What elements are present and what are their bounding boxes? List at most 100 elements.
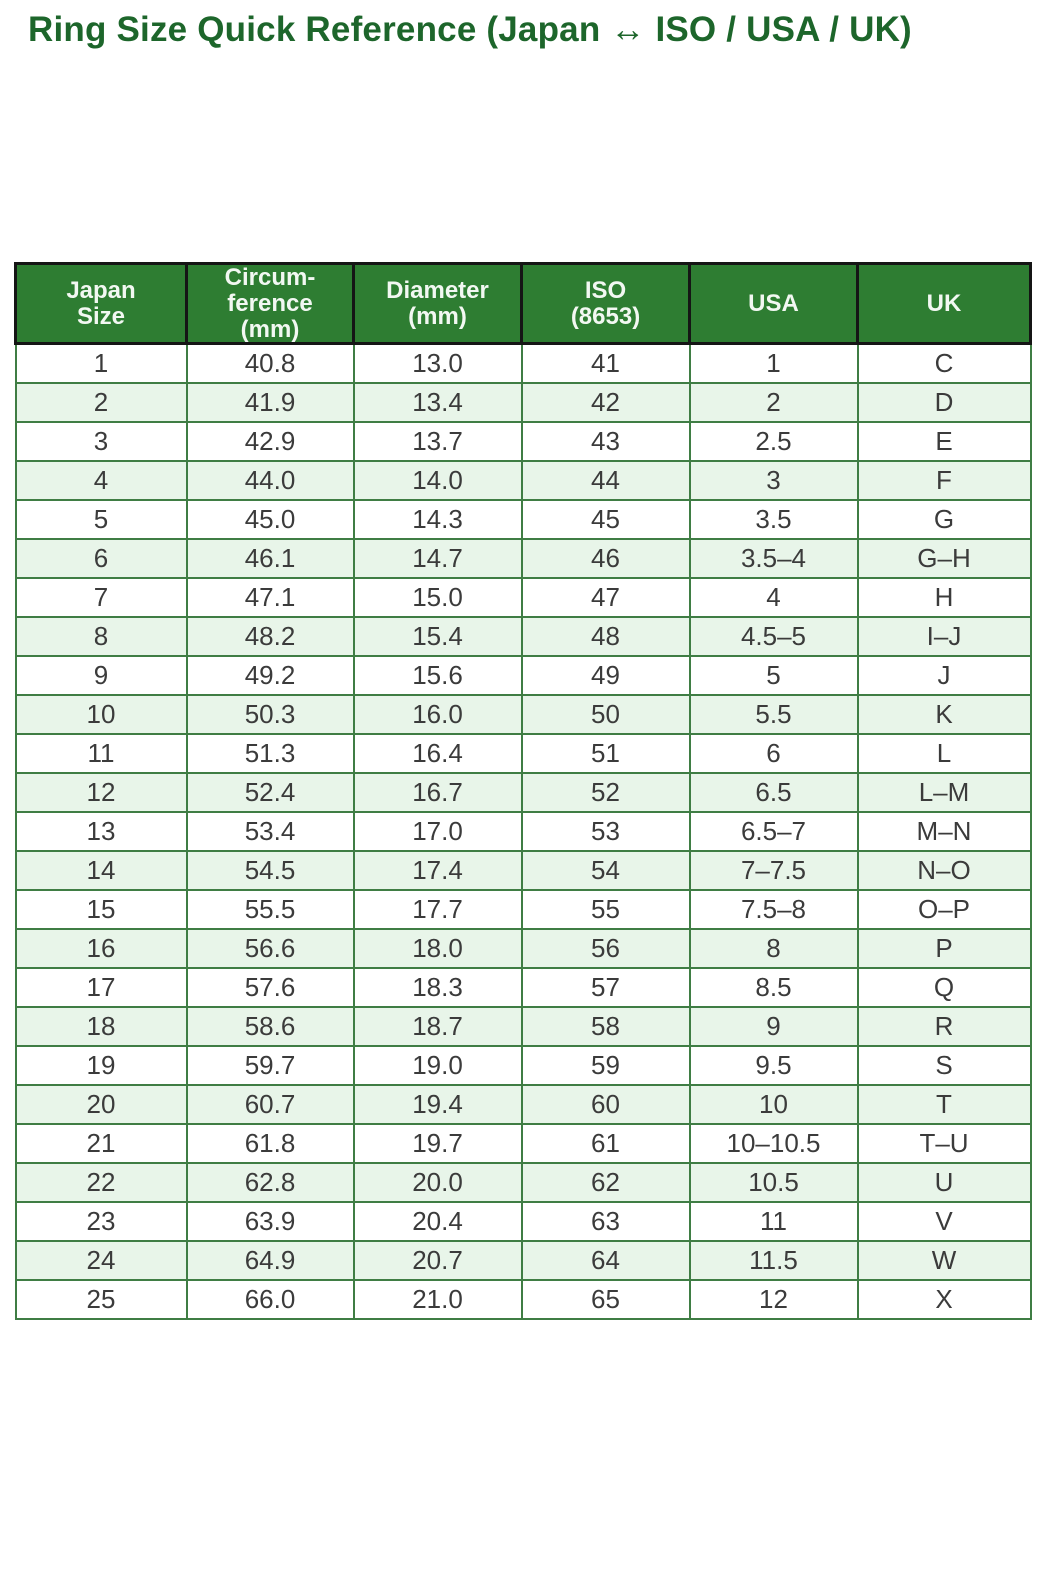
cell-japan-size: 3	[14, 420, 188, 462]
cell-circumference: 58.6	[185, 1005, 355, 1047]
cell-diameter: 20.4	[352, 1200, 523, 1242]
table-row: 17 57.6 18.3 57 8.5 Q	[14, 966, 1032, 1008]
table-row: 1 40.8 13.0 41 1 C	[14, 342, 1032, 384]
cell-iso: 52	[520, 771, 691, 813]
cell-usa: 2	[688, 381, 859, 423]
table-row: 21 61.8 19.7 61 10–10.5 T–U	[14, 1122, 1032, 1164]
table-row: 12 52.4 16.7 52 6.5 L–M	[14, 771, 1032, 813]
cell-diameter: 15.0	[352, 576, 523, 618]
cell-diameter: 19.4	[352, 1083, 523, 1125]
cell-diameter: 20.0	[352, 1161, 523, 1203]
cell-iso: 59	[520, 1044, 691, 1086]
cell-uk: F	[856, 459, 1032, 501]
cell-usa: 9	[688, 1005, 859, 1047]
table-row: 8 48.2 15.4 48 4.5–5 I–J	[14, 615, 1032, 657]
cell-japan-size: 14	[14, 849, 188, 891]
cell-usa: 3.5	[688, 498, 859, 540]
cell-uk: O–P	[856, 888, 1032, 930]
cell-circumference: 61.8	[185, 1122, 355, 1164]
table-row: 16 56.6 18.0 56 8 P	[14, 927, 1032, 969]
cell-japan-size: 24	[14, 1239, 188, 1281]
cell-circumference: 51.3	[185, 732, 355, 774]
cell-uk: Q	[856, 966, 1032, 1008]
cell-usa: 10	[688, 1083, 859, 1125]
cell-circumference: 63.9	[185, 1200, 355, 1242]
table-row: 3 42.9 13.7 43 2.5 E	[14, 420, 1032, 462]
cell-diameter: 17.7	[352, 888, 523, 930]
cell-diameter: 18.3	[352, 966, 523, 1008]
table-row: 2 41.9 13.4 42 2 D	[14, 381, 1032, 423]
table-row: 10 50.3 16.0 50 5.5 K	[14, 693, 1032, 735]
cell-circumference: 54.5	[185, 849, 355, 891]
column-header-iso: ISO (8653)	[520, 261, 691, 346]
cell-uk: L–M	[856, 771, 1032, 813]
cell-uk: G	[856, 498, 1032, 540]
column-header-japan-size: Japan Size	[14, 261, 188, 346]
table-row: 15 55.5 17.7 55 7.5–8 O–P	[14, 888, 1032, 930]
column-header-diameter: Diameter (mm)	[352, 261, 523, 346]
cell-circumference: 46.1	[185, 537, 355, 579]
cell-diameter: 16.0	[352, 693, 523, 735]
cell-japan-size: 23	[14, 1200, 188, 1242]
cell-usa: 8	[688, 927, 859, 969]
cell-uk: E	[856, 420, 1032, 462]
cell-diameter: 16.4	[352, 732, 523, 774]
cell-japan-size: 25	[14, 1278, 188, 1320]
cell-uk: C	[856, 342, 1032, 384]
cell-usa: 5.5	[688, 693, 859, 735]
table-row: 23 63.9 20.4 63 11 V	[14, 1200, 1032, 1242]
cell-uk: K	[856, 693, 1032, 735]
cell-diameter: 18.0	[352, 927, 523, 969]
cell-diameter: 14.3	[352, 498, 523, 540]
cell-circumference: 50.3	[185, 693, 355, 735]
cell-iso: 62	[520, 1161, 691, 1203]
cell-iso: 46	[520, 537, 691, 579]
cell-diameter: 21.0	[352, 1278, 523, 1320]
column-header-usa: USA	[688, 261, 859, 346]
cell-japan-size: 16	[14, 927, 188, 969]
cell-circumference: 59.7	[185, 1044, 355, 1086]
cell-diameter: 15.6	[352, 654, 523, 696]
cell-circumference: 57.6	[185, 966, 355, 1008]
cell-japan-size: 7	[14, 576, 188, 618]
cell-uk: R	[856, 1005, 1032, 1047]
cell-japan-size: 12	[14, 771, 188, 813]
cell-usa: 2.5	[688, 420, 859, 462]
page-title: Ring Size Quick Reference (Japan ↔ ISO /…	[28, 10, 912, 49]
ring-size-table: Japan Size Circum- ference (mm) Diameter…	[14, 261, 1032, 1320]
table-row: 25 66.0 21.0 65 12 X	[14, 1278, 1032, 1320]
cell-uk: L	[856, 732, 1032, 774]
cell-iso: 56	[520, 927, 691, 969]
cell-usa: 4	[688, 576, 859, 618]
cell-uk: D	[856, 381, 1032, 423]
cell-japan-size: 21	[14, 1122, 188, 1164]
cell-uk: J	[856, 654, 1032, 696]
cell-usa: 8.5	[688, 966, 859, 1008]
cell-circumference: 44.0	[185, 459, 355, 501]
cell-diameter: 17.4	[352, 849, 523, 891]
cell-circumference: 40.8	[185, 342, 355, 384]
cell-uk: P	[856, 927, 1032, 969]
cell-uk: T–U	[856, 1122, 1032, 1164]
cell-diameter: 14.0	[352, 459, 523, 501]
header-row: Japan Size Circum- ference (mm) Diameter…	[14, 261, 1032, 346]
cell-iso: 64	[520, 1239, 691, 1281]
cell-iso: 43	[520, 420, 691, 462]
cell-japan-size: 11	[14, 732, 188, 774]
table-row: 7 47.1 15.0 47 4 H	[14, 576, 1032, 618]
cell-uk: V	[856, 1200, 1032, 1242]
cell-japan-size: 2	[14, 381, 188, 423]
cell-diameter: 17.0	[352, 810, 523, 852]
cell-iso: 44	[520, 459, 691, 501]
column-header-circumference: Circum- ference (mm)	[185, 261, 355, 346]
cell-usa: 6.5–7	[688, 810, 859, 852]
table-row: 13 53.4 17.0 53 6.5–7 M–N	[14, 810, 1032, 852]
cell-usa: 6.5	[688, 771, 859, 813]
cell-diameter: 13.7	[352, 420, 523, 462]
table-row: 9 49.2 15.6 49 5 J	[14, 654, 1032, 696]
cell-iso: 41	[520, 342, 691, 384]
cell-diameter: 20.7	[352, 1239, 523, 1281]
table-row: 14 54.5 17.4 54 7–7.5 N–O	[14, 849, 1032, 891]
table-row: 5 45.0 14.3 45 3.5 G	[14, 498, 1032, 540]
cell-circumference: 60.7	[185, 1083, 355, 1125]
